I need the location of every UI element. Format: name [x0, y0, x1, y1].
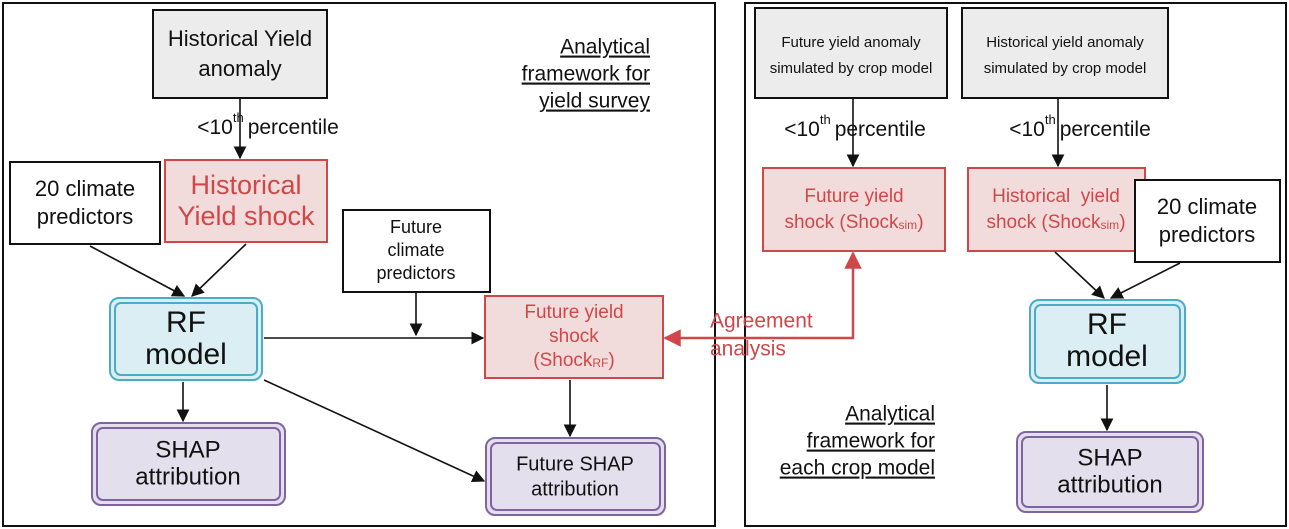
threshold-label: <10th percentile	[1009, 112, 1151, 140]
box	[1029, 299, 1186, 384]
arrow	[263, 379, 486, 483]
box	[485, 437, 666, 516]
box	[342, 209, 491, 293]
node-label: Yield shock	[177, 201, 315, 231]
panel-title: each crop model	[780, 457, 935, 480]
box-inner	[114, 302, 258, 376]
node-label: Historical yield anomaly	[986, 34, 1144, 51]
box-inner	[1034, 304, 1181, 379]
arrow	[1054, 251, 1105, 299]
node-label: predictors	[37, 204, 134, 229]
superscript: th	[1045, 112, 1056, 127]
node-label: attribution	[1057, 471, 1162, 498]
agreement-label: Agreement	[710, 310, 813, 333]
box	[1134, 179, 1281, 263]
threshold-label: <10th percentile	[784, 112, 926, 140]
superscript: th	[820, 112, 831, 127]
text: )	[917, 212, 923, 233]
box-inner	[1021, 436, 1199, 508]
panel-title: framework for	[522, 63, 650, 86]
threshold-label: <10th percentile	[197, 110, 339, 138]
arrow	[89, 245, 186, 297]
node-label: shock (Shocksim)	[784, 212, 923, 233]
text: )	[608, 350, 614, 371]
node-label: model	[1066, 340, 1148, 373]
node-label: attribution	[531, 478, 619, 500]
box	[9, 161, 161, 245]
box	[1016, 431, 1204, 513]
text: shock (Shock	[986, 212, 1101, 233]
node-label: predictors	[1159, 222, 1256, 247]
node-label: predictors	[376, 263, 455, 283]
box	[484, 295, 664, 379]
node-label: Future	[390, 217, 442, 237]
agreement-arrow	[663, 251, 862, 347]
panel-title: Analytical	[560, 36, 650, 59]
text: )	[1119, 212, 1125, 233]
arrow	[191, 243, 247, 297]
box	[754, 7, 948, 99]
node-label: Future yield	[804, 186, 903, 207]
node-label: shock (Shocksim)	[986, 212, 1125, 233]
node-label: RF	[166, 306, 206, 339]
node-label: RF	[1087, 308, 1127, 341]
subscript: RF	[592, 356, 608, 370]
box	[164, 159, 328, 243]
text: (Shock	[533, 350, 593, 371]
superscript: th	[233, 110, 244, 125]
box	[967, 167, 1146, 252]
box	[762, 167, 946, 252]
node-label: 20 climate	[1157, 194, 1257, 219]
node-label: model	[145, 338, 227, 371]
node-label: simulated by crop model	[770, 60, 933, 77]
text: <10	[1009, 118, 1045, 141]
text: percentile	[248, 116, 339, 139]
panel-title: framework for	[807, 430, 935, 453]
text: <10	[784, 118, 820, 141]
text: percentile	[1060, 118, 1151, 141]
arrow	[1109, 262, 1181, 299]
node-label: (ShockRF)	[533, 350, 614, 371]
node-label: simulated by crop model	[984, 60, 1147, 77]
node-label: 20 climate	[35, 176, 135, 201]
text: percentile	[835, 118, 926, 141]
subscript: sim	[1101, 218, 1120, 232]
box-inner	[490, 442, 661, 511]
node-label: anomaly	[198, 56, 281, 81]
node-label: Historical yield	[992, 186, 1120, 207]
node-label: Future yield anomaly	[781, 34, 921, 51]
box	[152, 9, 328, 99]
node-label: Future SHAP	[516, 453, 634, 475]
panel-title: Analytical	[845, 403, 935, 426]
node-label: Historical	[190, 170, 301, 200]
box-inner	[96, 427, 281, 501]
node-label: shock	[549, 326, 599, 347]
box	[961, 7, 1169, 99]
subscript: sim	[899, 218, 918, 232]
text: <10	[197, 116, 233, 139]
text: shock (Shock	[784, 212, 899, 233]
node-label: Historical Yield	[168, 26, 312, 51]
box	[91, 422, 286, 506]
node-label: climate	[387, 240, 444, 260]
agreement-label: analysis	[710, 338, 786, 361]
node-label: SHAP	[1077, 444, 1142, 471]
box	[109, 297, 263, 381]
node-label: attribution	[135, 463, 240, 490]
node-label: SHAP	[155, 436, 220, 463]
panel-title: yield survey	[539, 90, 650, 113]
node-label: Future yield	[524, 302, 623, 323]
